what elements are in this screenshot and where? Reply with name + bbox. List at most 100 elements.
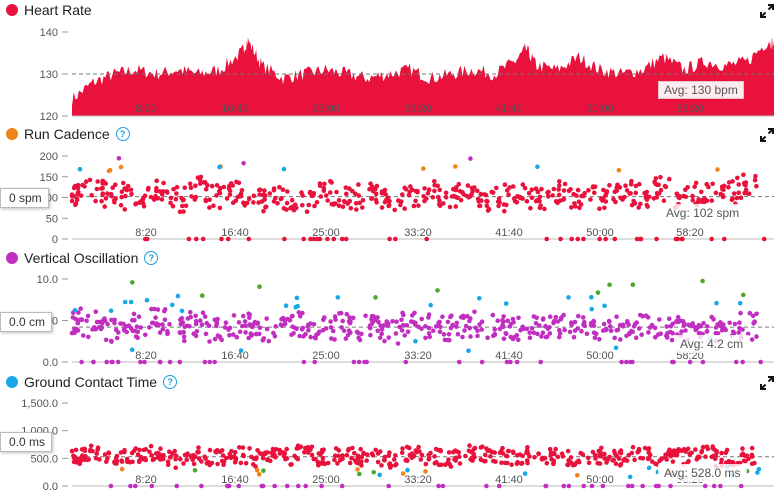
vertical-oscillation-data-point xyxy=(350,315,356,321)
vertical-oscillation-data-point xyxy=(562,327,567,333)
ground-contact-time-data-point xyxy=(333,446,339,451)
ground-contact-time-data-point xyxy=(646,465,652,471)
vertical-oscillation-data-point xyxy=(403,359,409,365)
ground-contact-time-data-point xyxy=(102,452,108,457)
ground-contact-time-data-point xyxy=(219,458,225,464)
run-cadence-data-point xyxy=(602,205,607,211)
run-cadence-data-point xyxy=(106,168,112,174)
vertical-oscillation-data-point xyxy=(282,321,288,327)
expand-icon[interactable] xyxy=(760,376,774,390)
ground-contact-time-title: Ground Contact Time xyxy=(24,374,158,390)
ground-contact-time-data-point xyxy=(377,472,383,478)
help-icon[interactable]: ? xyxy=(115,127,130,141)
run-cadence-data-point xyxy=(209,183,215,189)
vertical-oscillation-data-point xyxy=(114,335,120,341)
run-cadence-data-point xyxy=(116,156,122,161)
vertical-oscillation-data-point xyxy=(516,337,521,343)
ground-contact-time-x-tick-label: 50:00 xyxy=(586,474,614,486)
run-cadence-data-point xyxy=(238,194,244,199)
run-cadence-y-tick-label: 200 xyxy=(40,151,58,163)
ground-contact-time-data-point xyxy=(184,457,189,463)
run-cadence-data-point xyxy=(182,185,188,190)
expand-icon[interactable] xyxy=(760,128,774,142)
vertical-oscillation-data-point xyxy=(109,338,114,344)
run-cadence-data-point xyxy=(475,196,481,202)
vertical-oscillation-data-point xyxy=(680,318,686,324)
vertical-oscillation-data-point xyxy=(301,359,307,365)
run-cadence-data-point xyxy=(709,198,715,203)
vertical-oscillation-data-point xyxy=(241,313,246,319)
vertical-oscillation-data-point xyxy=(479,319,485,324)
vertical-oscillation-data-point xyxy=(72,308,78,313)
ground-contact-time-data-point xyxy=(642,445,648,451)
help-icon[interactable]: ? xyxy=(144,251,159,265)
ground-contact-time-data-point xyxy=(612,451,618,457)
vertical-oscillation-data-point xyxy=(156,322,162,328)
vertical-oscillation-data-point xyxy=(179,308,185,314)
ground-contact-time-chart[interactable]: 1,500.01,000.0500.00.08:2016:4025:0033:2… xyxy=(0,372,784,493)
vertical-oscillation-data-point xyxy=(234,334,240,340)
ground-contact-time-data-point xyxy=(484,483,489,489)
run-cadence-data-point xyxy=(336,203,342,208)
help-icon[interactable]: ? xyxy=(163,375,178,389)
vertical-oscillation-data-point xyxy=(737,320,742,325)
vertical-oscillation-data-point xyxy=(664,335,670,340)
ground-contact-time-data-point xyxy=(271,449,276,455)
run-cadence-data-point xyxy=(225,236,231,242)
vertical-oscillation-data-point xyxy=(727,320,732,326)
ground-contact-time-data-point xyxy=(357,471,362,477)
vertical-oscillation-data-point xyxy=(607,282,612,288)
expand-icon[interactable] xyxy=(760,4,774,18)
run-cadence-data-point xyxy=(203,186,209,192)
run-cadence-data-point xyxy=(465,183,471,188)
ground-contact-time-data-point xyxy=(632,457,637,463)
run-cadence-data-point xyxy=(489,189,495,195)
run-cadence-data-point xyxy=(432,179,437,184)
run-cadence-data-point xyxy=(550,193,555,198)
ground-contact-time-data-point xyxy=(240,445,246,450)
vertical-oscillation-data-point xyxy=(165,330,171,336)
run-cadence-data-point xyxy=(151,197,157,202)
ground-contact-time-data-point xyxy=(496,483,502,489)
run-cadence-data-point xyxy=(569,236,574,242)
vertical-oscillation-data-point xyxy=(754,311,759,317)
run-cadence-data-point xyxy=(581,236,586,242)
vertical-oscillation-data-point xyxy=(647,325,653,330)
ground-contact-time-data-point xyxy=(273,454,278,460)
ground-contact-time-data-point xyxy=(417,449,422,454)
vertical-oscillation-data-point xyxy=(700,278,705,284)
vertical-oscillation-data-point xyxy=(594,331,599,337)
vertical-oscillation-chart[interactable]: 10.05.00.08:2016:4025:0033:2041:4050:005… xyxy=(0,248,784,372)
heart-rate-chart[interactable]: 140 130 120 8:20 16:40 25:00 33:20 41:40 50:00 58… xyxy=(0,0,784,123)
run-cadence-data-point xyxy=(683,187,688,192)
vertical-oscillation-data-point xyxy=(630,359,635,365)
vertical-oscillation-data-point xyxy=(495,318,501,323)
run-cadence-data-point xyxy=(197,177,203,183)
run-cadence-data-point xyxy=(277,184,282,190)
run-cadence-data-point xyxy=(80,182,85,188)
vertical-oscillation-data-point xyxy=(591,318,596,324)
vertical-oscillation-x-tick-label: 16:40 xyxy=(221,350,249,362)
run-cadence-data-point xyxy=(159,197,165,202)
run-cadence-data-point xyxy=(310,193,316,199)
run-cadence-data-point xyxy=(161,180,166,186)
vertical-oscillation-data-point xyxy=(193,333,199,339)
vertical-oscillation-data-point xyxy=(581,322,586,328)
heart-rate-x-tick-label: 16:40 xyxy=(221,103,249,115)
ground-contact-time-data-point xyxy=(199,483,204,489)
vertical-oscillation-data-point xyxy=(479,327,485,332)
run-cadence-data-point xyxy=(753,173,758,179)
run-cadence-data-point xyxy=(736,182,741,187)
vertical-oscillation-data-point xyxy=(368,332,373,338)
run-cadence-data-point xyxy=(561,188,567,193)
run-cadence-data-point xyxy=(311,236,317,242)
vertical-oscillation-data-point xyxy=(242,319,248,324)
run-cadence-data-point xyxy=(99,198,104,204)
run-cadence-data-point xyxy=(322,181,327,187)
run-cadence-data-point xyxy=(312,203,317,209)
run-cadence-data-point xyxy=(752,177,758,183)
vertical-oscillation-data-point xyxy=(311,322,317,327)
vertical-oscillation-data-point xyxy=(445,319,451,325)
heart-rate-panel: Heart Rate 140 130 120 8:20 16:40 25:00 33:20 4… xyxy=(0,0,784,123)
